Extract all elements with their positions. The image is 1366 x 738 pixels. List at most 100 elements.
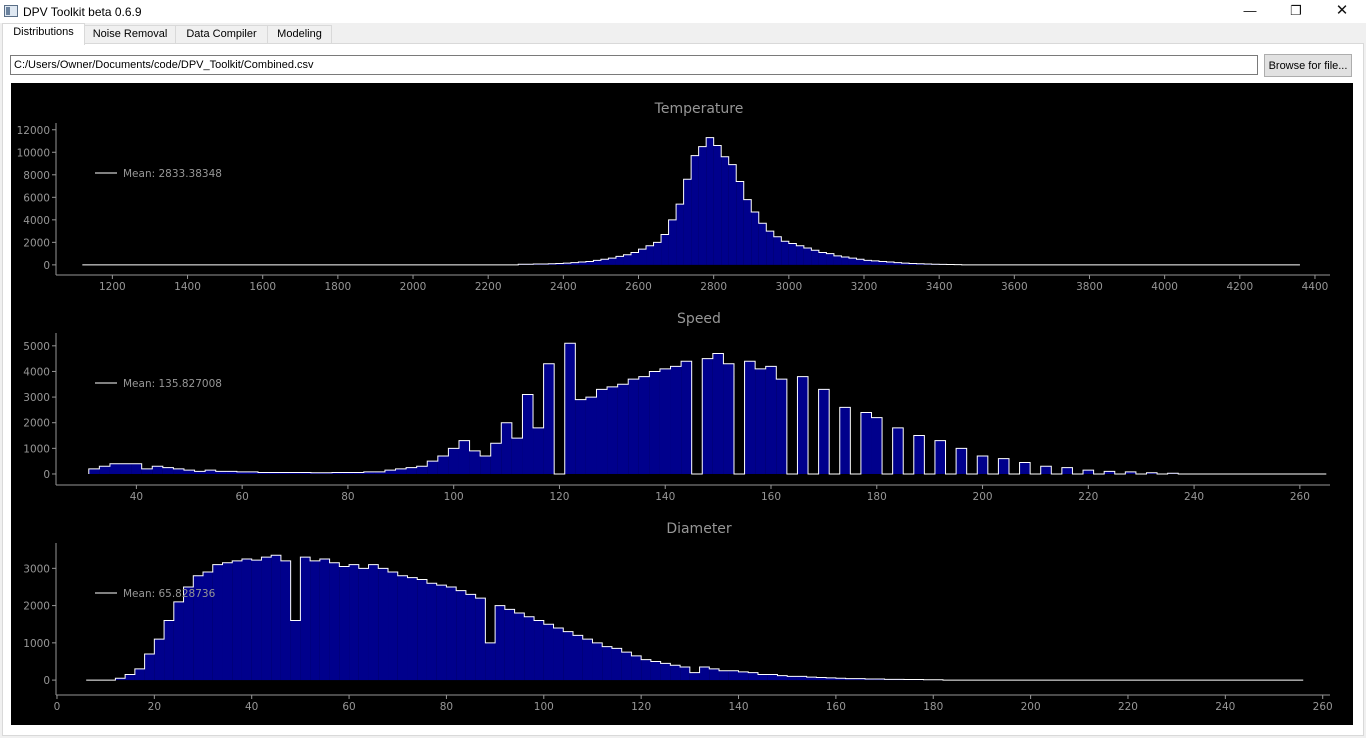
speed-x-tick-label: 80 — [341, 491, 354, 503]
diameter-bar — [485, 642, 496, 681]
temperature-x-tick-label: 3800 — [1076, 281, 1103, 293]
temperature-x-tick-label: 3200 — [851, 281, 878, 293]
temperature-bar — [833, 255, 842, 265]
speed-bar — [448, 448, 459, 474]
speed-bar — [183, 470, 195, 474]
temperature-legend-label: Mean: 2833.38348 — [123, 168, 222, 180]
speed-bar — [1061, 467, 1073, 474]
temperature-bar — [683, 179, 692, 265]
diameter-bar — [748, 672, 758, 681]
speed-bar — [892, 427, 904, 474]
diameter-x-tick-label: 220 — [1118, 701, 1138, 713]
diameter-x-tick-label: 20 — [148, 701, 161, 713]
speed-bar — [628, 379, 639, 474]
diameter-bar — [563, 631, 573, 681]
temperature-bar — [630, 252, 639, 265]
temperature-bar — [661, 234, 669, 265]
speed-x-tick-label: 160 — [761, 491, 781, 503]
speed-x-tick-label: 240 — [1184, 491, 1204, 503]
diameter-bar — [865, 678, 875, 681]
speed-bar — [162, 467, 174, 474]
minimize-button[interactable]: — — [1243, 3, 1257, 18]
speed-bar — [384, 470, 396, 474]
speed-bar — [416, 466, 428, 474]
speed-bar — [300, 472, 311, 474]
diameter-bar — [816, 677, 827, 681]
speed-bar — [712, 353, 724, 474]
temperature-x-tick-label: 4200 — [1226, 281, 1253, 293]
speed-bar — [437, 456, 449, 474]
diameter-bar — [582, 639, 593, 681]
close-button[interactable]: ✕ — [1335, 2, 1349, 19]
speed-histogram-outline — [88, 342, 1327, 475]
diameter-bar — [767, 674, 778, 681]
maximize-button[interactable]: ❐ — [1290, 3, 1302, 18]
speed-bar — [702, 358, 713, 474]
speed-legend-label: Mean: 135.827008 — [123, 378, 222, 390]
diameter-bar — [572, 635, 583, 681]
tab-data-compiler[interactable]: Data Compiler — [175, 25, 268, 44]
speed-bar — [427, 461, 438, 474]
tab-bar: Distributions Noise Removal Data Compile… — [0, 23, 1366, 45]
diameter-bar — [787, 676, 797, 681]
diameter-bar — [621, 652, 632, 681]
diameter-bar — [699, 667, 710, 681]
diameter-x-tick-label: 60 — [342, 701, 355, 713]
temperature-y-tick-label: 4000 — [23, 215, 50, 227]
speed-bar — [744, 361, 756, 474]
diameter-bar — [144, 654, 155, 681]
window-title: DPV Toolkit beta 0.6.9 — [23, 5, 142, 19]
tab-distributions[interactable]: Distributions — [2, 23, 85, 45]
speed-bar — [310, 472, 322, 474]
speed-bar — [194, 471, 206, 474]
diameter-bar — [524, 616, 535, 681]
temperature-bar — [803, 247, 812, 265]
diameter-bar — [368, 564, 379, 681]
title-bar: DPV Toolkit beta 0.6.9 — ❐ ✕ — [0, 0, 1366, 23]
diameter-bar — [388, 572, 398, 681]
diameter-bar — [728, 670, 739, 681]
diameter-bar — [553, 627, 564, 681]
tab-modeling[interactable]: Modeling — [267, 25, 332, 44]
temperature-histogram-outline — [82, 137, 1300, 266]
speed-bar — [1125, 471, 1136, 474]
diameter-bar — [251, 560, 262, 681]
speed-bar — [913, 435, 925, 474]
diameter-bar — [446, 586, 457, 681]
speed-bar — [681, 361, 692, 474]
speed-bar — [99, 466, 110, 474]
temperature-bar — [916, 263, 925, 265]
diameter-bar — [329, 562, 340, 681]
speed-bar — [776, 379, 787, 474]
browse-file-button[interactable]: Browse for file... — [1264, 54, 1352, 77]
speed-bar — [1104, 471, 1115, 474]
diameter-bar — [709, 668, 720, 681]
diameter-x-tick-label: 180 — [923, 701, 943, 713]
file-path-input[interactable] — [10, 55, 1258, 75]
diameter-bar — [719, 670, 729, 681]
diameter-bar — [796, 676, 807, 681]
speed-x-tick-label: 120 — [549, 491, 569, 503]
speed-x-tick-label: 40 — [130, 491, 143, 503]
speed-y-tick-label: 3000 — [23, 392, 50, 404]
temperature-bar — [863, 260, 872, 265]
speed-bar — [363, 471, 375, 474]
speed-bar — [1019, 462, 1031, 474]
diameter-bar — [670, 665, 681, 681]
diameter-bar — [310, 560, 320, 681]
temperature-y-tick-label: 0 — [43, 260, 50, 272]
temperature-bar — [570, 262, 579, 265]
diameter-y-tick-label: 2000 — [23, 601, 50, 613]
speed-bar — [480, 456, 491, 474]
temperature-x-tick-label: 1800 — [324, 281, 351, 293]
tab-noise-removal[interactable]: Noise Removal — [84, 25, 176, 44]
speed-y-tick-label: 0 — [43, 469, 50, 481]
speed-bar — [860, 412, 872, 474]
temperature-bar — [826, 253, 834, 265]
diameter-x-tick-label: 100 — [534, 701, 554, 713]
speed-bar — [638, 376, 650, 474]
temperature-bar — [818, 252, 827, 265]
diameter-histogram-outline — [86, 554, 1304, 681]
diameter-bar — [125, 674, 135, 681]
temperature-bar — [578, 262, 586, 265]
